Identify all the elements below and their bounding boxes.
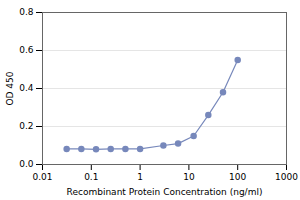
svg-text:10: 10: [183, 172, 195, 182]
svg-text:100: 100: [229, 172, 246, 182]
svg-text:0.1: 0.1: [84, 172, 98, 182]
svg-text:1000: 1000: [275, 172, 298, 182]
svg-text:OD 450: OD 450: [5, 71, 15, 105]
svg-text:Recombinant Protein Concentrat: Recombinant Protein Concentration (ng/ml…: [67, 187, 263, 197]
svg-text:0.4: 0.4: [19, 83, 34, 93]
svg-text:0.6: 0.6: [19, 45, 34, 55]
svg-text:0.01: 0.01: [32, 172, 52, 182]
svg-text:0.0: 0.0: [19, 159, 34, 169]
svg-text:0.2: 0.2: [19, 121, 33, 131]
svg-text:0.8: 0.8: [19, 7, 34, 17]
svg-text:1: 1: [137, 172, 143, 182]
